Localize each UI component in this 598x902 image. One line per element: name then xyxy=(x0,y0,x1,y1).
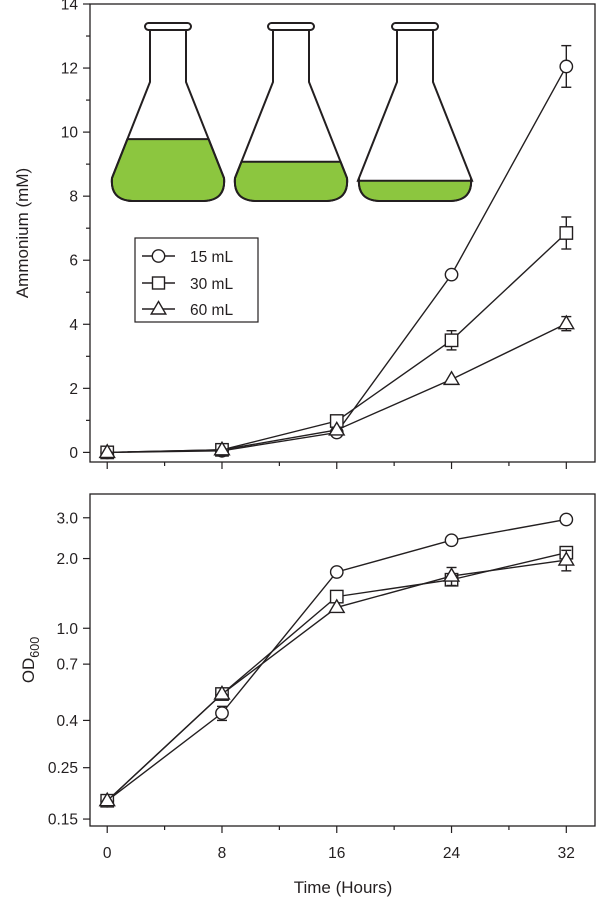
od600-series xyxy=(98,512,575,808)
od-label-subscript: 600 xyxy=(28,637,42,658)
flask-15ml xyxy=(110,22,226,202)
flask-medium-30ml xyxy=(233,160,349,202)
y-tick-label: 4 xyxy=(69,317,78,334)
legend: 15 mL 30 mL 60 mL xyxy=(134,237,259,323)
y-tick-label: 14 xyxy=(61,0,79,14)
flask-medium-60ml xyxy=(356,177,474,202)
legend-label: 15 mL xyxy=(190,249,233,266)
y-tick-label: 0 xyxy=(69,445,78,462)
time-x-axis-title: Time (Hours) xyxy=(294,878,393,897)
y-tick-label: 10 xyxy=(61,125,79,142)
circle-marker xyxy=(444,267,459,282)
od600-y-axis-title: OD600 xyxy=(19,637,42,683)
y-tick-label: 3.0 xyxy=(56,510,78,527)
triangle-marker xyxy=(98,443,116,459)
x-tick-label: 16 xyxy=(328,845,345,862)
triangle-marker xyxy=(328,598,346,614)
legend-triangle-marker xyxy=(149,300,168,315)
triangle-marker xyxy=(557,314,575,330)
legend-square-marker xyxy=(151,276,166,290)
triangle-marker xyxy=(213,440,231,456)
square-marker xyxy=(559,226,574,240)
circle-marker xyxy=(559,512,574,527)
circle-marker xyxy=(215,706,229,721)
legend-entry-60ml: 60 mL xyxy=(142,300,233,319)
triangle-marker xyxy=(442,370,461,386)
y-tick-label: 8 xyxy=(69,189,78,206)
flask-rim xyxy=(144,22,192,31)
flask-illustration xyxy=(110,22,474,202)
y-tick-label: 2.0 xyxy=(56,551,78,568)
flask-rim xyxy=(267,22,315,31)
flask-glass-60ml xyxy=(357,30,473,202)
flask-glass-30ml xyxy=(233,30,349,202)
circle-marker xyxy=(444,533,459,548)
legend-circle-marker xyxy=(151,249,166,263)
triangle-marker xyxy=(213,685,231,700)
od-label-main: OD xyxy=(19,658,38,684)
y-tick-label: 0.25 xyxy=(48,760,78,777)
legend-label: 60 mL xyxy=(190,302,233,319)
x-tick-label: 8 xyxy=(218,845,227,862)
y-tick-label: 6 xyxy=(69,253,78,270)
flask-medium-15ml xyxy=(110,138,226,202)
flask-glass-15ml xyxy=(110,30,226,202)
triangle-marker xyxy=(442,567,461,582)
ammonium-series xyxy=(98,44,575,460)
x-tick-label: 24 xyxy=(443,845,461,862)
legend-entry-15ml: 15 mL xyxy=(142,249,233,266)
od600-plot-frame xyxy=(89,493,596,827)
triangle-marker xyxy=(557,551,575,566)
od600-panel: 0.15 0.25 0.4 0.7 1.0 2.0 3.0 0 8 16 24 32 OD600 Ti… xyxy=(19,493,596,897)
ammonium-panel: 0 2 4 6 8 10 12 14 xyxy=(13,0,596,469)
flask-rim xyxy=(391,22,439,31)
circle-marker xyxy=(559,59,574,74)
flask-60ml xyxy=(356,22,474,202)
series-60-ml xyxy=(98,549,575,807)
y-tick-label: 0.7 xyxy=(56,657,78,674)
y-tick-label: 2 xyxy=(69,381,78,398)
y-tick-label: 0.4 xyxy=(56,713,78,730)
legend-entry-30ml: 30 mL xyxy=(142,276,233,293)
ammonium-y-axis-title: Ammonium (mM) xyxy=(13,168,32,298)
ammonium-plot-frame xyxy=(89,3,596,463)
y-tick-label: 0.15 xyxy=(48,812,78,829)
circle-marker xyxy=(329,565,344,579)
od600-axis-ticks: 0.15 0.25 0.4 0.7 1.0 2.0 3.0 0 8 16 24 32 xyxy=(48,510,575,862)
y-tick-label: 1.0 xyxy=(56,621,78,638)
legend-label: 30 mL xyxy=(190,276,233,293)
series-60-ml xyxy=(98,314,575,459)
flask-30ml xyxy=(233,22,349,202)
ammonium-axis-ticks: 0 2 4 6 8 10 12 14 xyxy=(61,0,567,469)
square-marker xyxy=(444,333,459,348)
y-tick-label: 12 xyxy=(61,61,78,78)
x-tick-label: 32 xyxy=(558,845,575,862)
x-tick-label: 0 xyxy=(103,845,112,862)
triangle-marker xyxy=(328,420,346,436)
triangle-marker xyxy=(98,791,116,807)
